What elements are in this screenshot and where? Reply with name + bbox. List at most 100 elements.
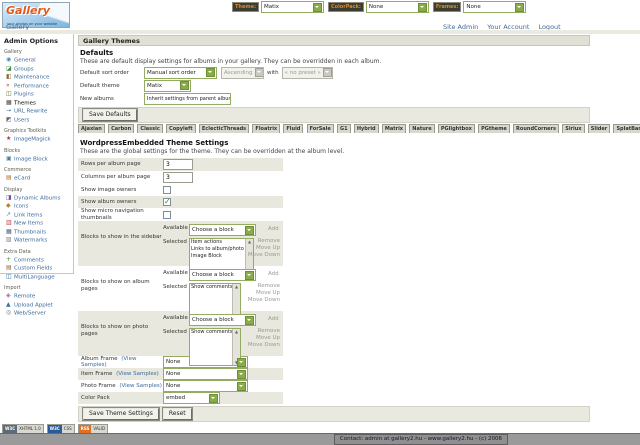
sidebar-item-label[interactable]: Image Block (14, 156, 48, 162)
dropdown-arrow-icon[interactable] (180, 81, 189, 90)
sidebar-item-label[interactable]: MultiLanguage (14, 274, 55, 280)
theme-tab[interactable]: Fluid (283, 124, 304, 133)
sidebar-entry[interactable]: » Performance (4, 82, 73, 91)
theme-control-select[interactable]: None (463, 1, 527, 13)
theme-tab[interactable]: PGlightbox (437, 124, 475, 133)
theme-tab[interactable]: Hybrid (353, 124, 379, 133)
theme-tab[interactable]: Siriux (562, 124, 585, 133)
sidebar-item-label[interactable]: ImageMagick (14, 136, 51, 143)
sidebar-entry[interactable]: Commerce (4, 166, 73, 174)
show-micro-nav-checkbox[interactable] (163, 210, 171, 219)
listbox-item[interactable]: Image Block (191, 253, 222, 259)
sidebar-entry[interactable]: ◩ Users (4, 116, 73, 125)
listbox-item[interactable]: Show comments (191, 329, 233, 335)
sidebar-entry[interactable]: ★ ImageMagick (4, 135, 73, 144)
dropdown-arrow-icon[interactable] (206, 68, 215, 77)
sidebar-entry[interactable]: Blocks (4, 147, 73, 155)
listbox-item[interactable]: Links to album/photo peers (191, 246, 254, 252)
sidebar-item-label[interactable]: URL Rewrite (14, 108, 48, 115)
move-down-link[interactable]: Move Down (247, 342, 280, 348)
theme-tab[interactable]: PGtheme (478, 124, 510, 133)
choose-block-select[interactable]: Choose a block (189, 314, 256, 326)
add-block-link[interactable]: Add (268, 271, 279, 277)
dropdown-arrow-icon[interactable] (237, 381, 246, 391)
sidebar-entry[interactable]: ▧ Watermarks (4, 236, 73, 245)
sidebar-entry[interactable]: ▤ Custom Fields (4, 264, 73, 273)
scroll-up-icon[interactable]: ▲ (247, 239, 252, 244)
move-up-link[interactable]: Move Up (255, 335, 280, 341)
theme-tab[interactable]: EclecticThreads (198, 124, 250, 133)
dropdown-arrow-icon[interactable] (245, 270, 254, 280)
choose-block-select[interactable]: Choose a block (189, 269, 256, 281)
sidebar-entry[interactable]: ▤ eCard (4, 174, 73, 183)
dropdown-arrow-icon[interactable] (515, 2, 525, 12)
view-samples-link[interactable]: (View Samples) (81, 355, 137, 369)
sidebar-item-label[interactable]: Icons (14, 203, 29, 210)
sidebar-item-label[interactable]: Commerce (4, 167, 32, 173)
top-nav-link[interactable]: Site Admin (443, 23, 479, 31)
sidebar-item-label[interactable]: Themes (14, 100, 36, 106)
dropdown-arrow-icon[interactable] (245, 315, 254, 325)
sidebar-entry[interactable]: + Comments (4, 256, 73, 265)
sidebar-item-label[interactable]: Groups (14, 66, 34, 72)
save-theme-settings-button[interactable]: Save Theme Settings (82, 407, 160, 421)
dropdown-arrow-icon[interactable] (237, 357, 246, 367)
item-frame-select[interactable]: None (163, 368, 248, 380)
scroll-up-icon[interactable]: ▲ (234, 284, 239, 289)
sidebar-item-label[interactable]: Graphics Toolkits (4, 128, 47, 134)
sidebar-entry[interactable]: ↗ Link Items (4, 211, 73, 220)
theme-tab[interactable]: Nature (409, 124, 435, 133)
theme-control-select[interactable]: None (365, 1, 429, 13)
sidebar-item-label[interactable]: Comments (14, 257, 44, 263)
listbox-item[interactable]: Show comments (191, 284, 233, 290)
theme-tab[interactable]: ForSale (306, 124, 334, 133)
dropdown-arrow-icon[interactable] (245, 225, 254, 235)
sidebar-entry[interactable]: ▦ Themes (4, 99, 73, 108)
sidebar-entry[interactable]: ◆ Icons (4, 202, 73, 211)
sidebar-item-label[interactable]: Blocks (4, 147, 21, 154)
choose-block-select[interactable]: Choose a block (189, 224, 256, 236)
theme-tab[interactable]: Carbon (108, 124, 135, 133)
theme-tab[interactable]: Slider (587, 124, 611, 133)
selected-blocks-listbox[interactable]: ▲▼ Show comments (189, 328, 241, 366)
photo-frame-select[interactable]: None (163, 380, 248, 392)
move-down-link[interactable]: Move Down (247, 297, 280, 303)
save-defaults-button[interactable]: Save Defaults (82, 108, 138, 122)
default-sort-order-select[interactable]: Manual sort order (144, 66, 217, 79)
theme-control-select[interactable]: Matix (260, 1, 324, 13)
add-block-link[interactable]: Add (268, 316, 279, 322)
sidebar-entry[interactable]: ◪ Groups (4, 65, 73, 74)
reset-button[interactable]: Reset (161, 407, 193, 421)
sidebar-entry[interactable]: ◉ General (4, 56, 73, 65)
sidebar-item-label[interactable]: Custom Fields (14, 265, 53, 272)
sidebar-entry[interactable]: Graphics Toolkits (4, 127, 73, 135)
sidebar-item-label[interactable]: Extra Data (4, 248, 31, 255)
theme-tab[interactable]: Floatrix (252, 124, 281, 133)
sidebar-entry[interactable]: Gallery (4, 48, 73, 56)
dropdown-arrow-icon[interactable] (209, 393, 218, 403)
sidebar-entry[interactable]: ▥ New Items (4, 219, 73, 228)
theme-tab[interactable]: G1 (337, 124, 351, 133)
sidebar-item-label[interactable]: Maintenance (14, 74, 50, 81)
dropdown-arrow-icon[interactable] (312, 2, 322, 12)
theme-tab[interactable]: Copyleft (166, 124, 196, 133)
top-nav-link[interactable]: Your Account (487, 23, 530, 31)
new-albums-select[interactable]: Inherit settings from parent album (144, 92, 231, 105)
sidebar-item-label[interactable]: Display (4, 186, 23, 193)
move-up-link[interactable]: Move Up (255, 290, 280, 296)
dropdown-arrow-icon[interactable] (237, 369, 246, 379)
sidebar-item-label[interactable]: Upload Applet (14, 302, 53, 308)
gallery-logo[interactable]: Gallery your photos on your website (2, 2, 70, 28)
sidebar-entry[interactable]: ▦ Thumbnails (4, 228, 73, 237)
listbox-scrollbar[interactable]: ▲▼ (232, 329, 240, 365)
sidebar-item-label[interactable]: Web/Server (14, 310, 46, 317)
sidebar-entry[interactable]: Import (4, 284, 73, 292)
view-samples-link[interactable]: (View Samples) (119, 382, 162, 389)
rows-per-page-input[interactable] (163, 159, 193, 170)
sidebar-entry[interactable]: ◈ Remote (4, 292, 73, 301)
add-block-link[interactable]: Add (268, 226, 279, 232)
sidebar-item-label[interactable]: Gallery (4, 49, 22, 55)
move-down-link[interactable]: Move Down (247, 252, 280, 258)
sidebar-item-label[interactable]: Link Items (14, 212, 43, 218)
listbox-item[interactable]: Item actions (191, 239, 222, 245)
